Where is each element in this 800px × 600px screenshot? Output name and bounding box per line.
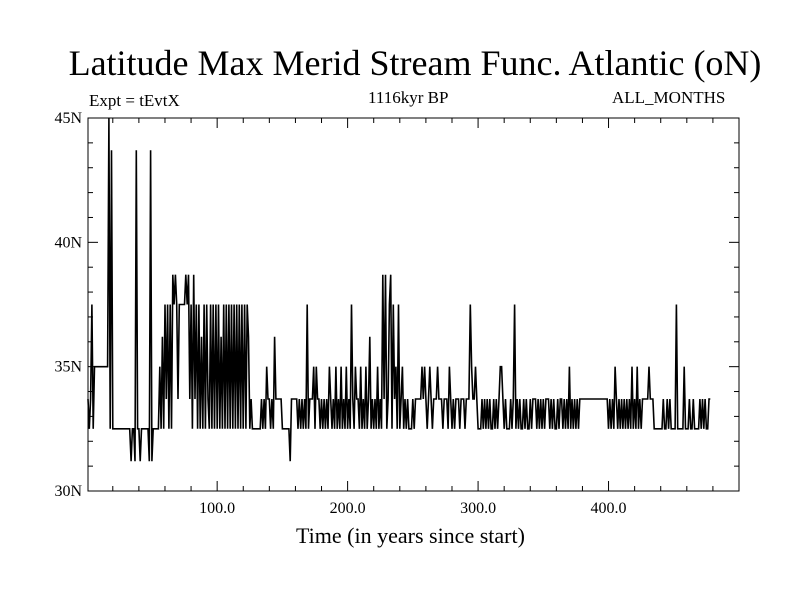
y-tick-label: 30N (54, 483, 82, 500)
x-tick-label: 200.0 (330, 500, 366, 517)
chart-subtitle: 1116kyr BP (368, 88, 449, 107)
x-tick-label: 400.0 (591, 500, 627, 517)
x-tick-label: 100.0 (199, 500, 235, 517)
experiment-label: Expt = tEvtX (89, 91, 180, 110)
y-tick-label: 35N (54, 359, 82, 376)
y-tick-label: 40N (54, 234, 82, 251)
chart-title: Latitude Max Merid Stream Func. Atlantic… (68, 43, 762, 83)
plot-frame (87, 117, 740, 492)
y-tick-label: 45N (54, 110, 82, 127)
x-axis-label: Time (in years since start) (296, 523, 525, 548)
series-line (87, 117, 711, 462)
months-label: ALL_MONTHS (612, 88, 726, 107)
x-tick-label: 300.0 (460, 500, 496, 517)
